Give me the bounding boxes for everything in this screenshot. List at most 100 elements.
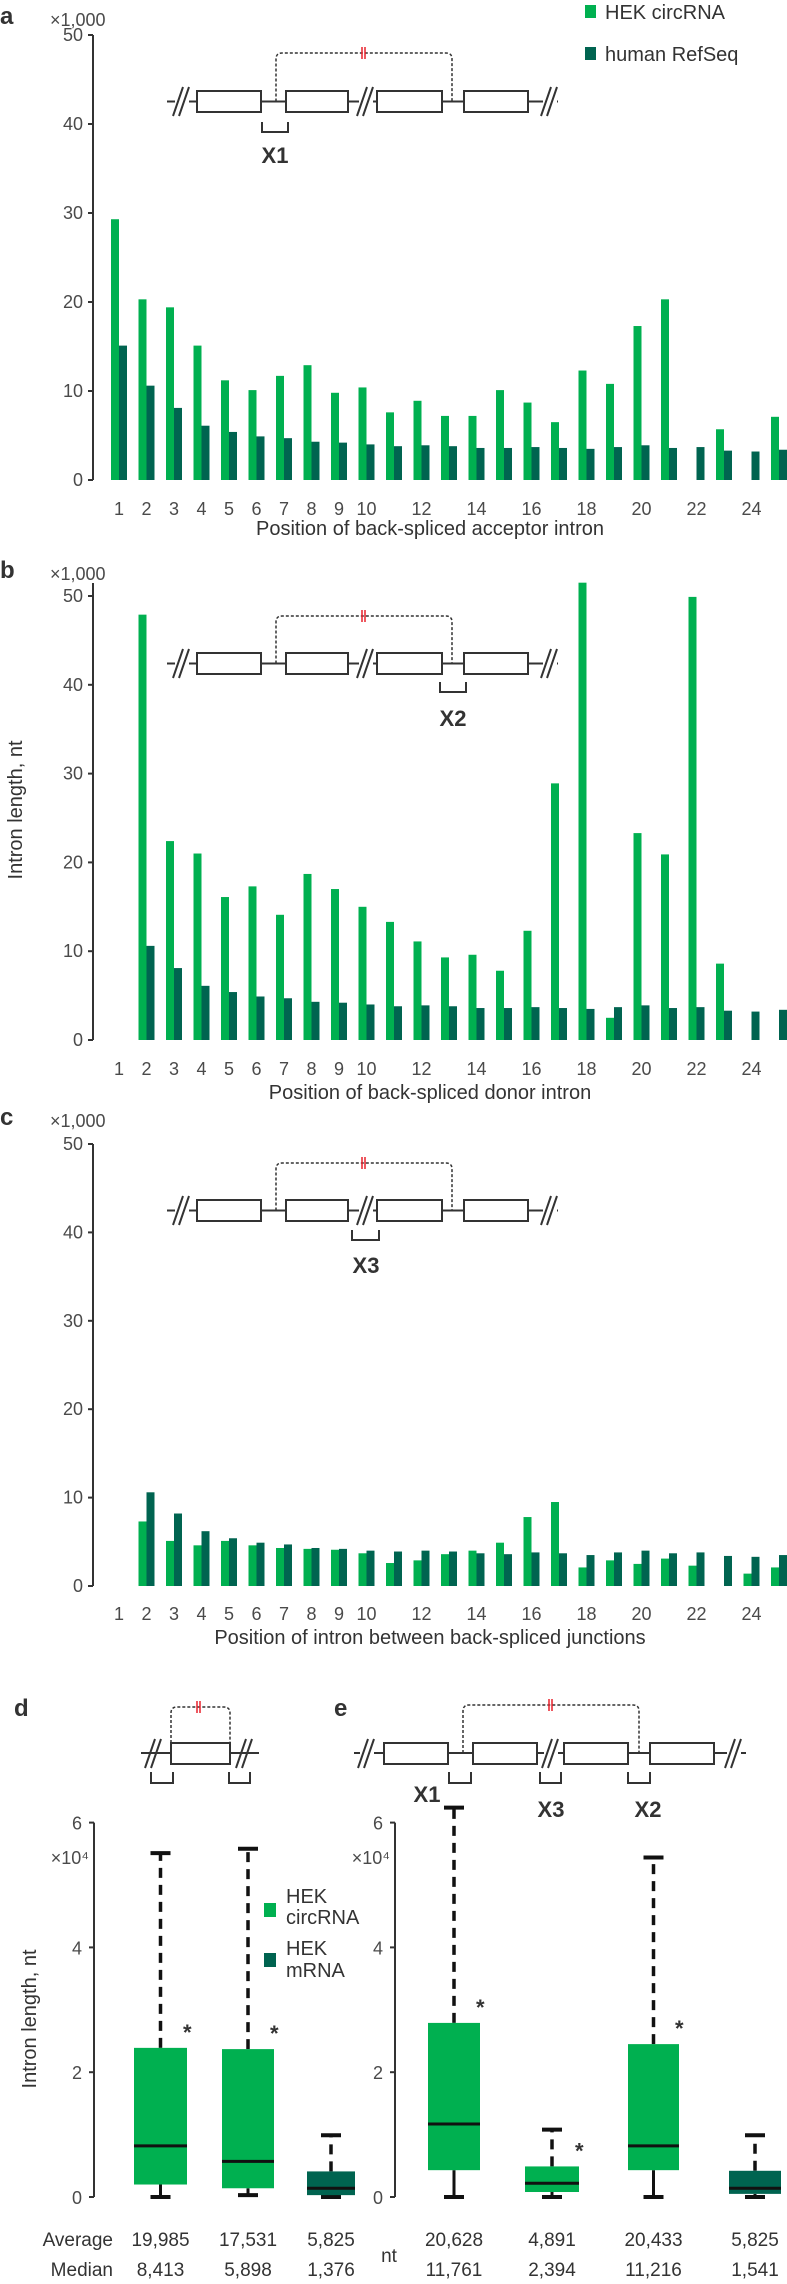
bar-human-refseq [531, 447, 540, 480]
bar-hek-circrna [221, 897, 229, 1040]
bar-human-refseq [284, 1544, 292, 1586]
bar-hek-circrna [578, 1567, 587, 1586]
bar-hek-circrna [523, 930, 532, 1040]
x-tick-label: 6 [251, 1059, 261, 1079]
y-tick-label: 30 [63, 203, 83, 223]
row-label-median: Median [51, 2260, 113, 2281]
bar-human-refseq [696, 1007, 705, 1040]
x-tick-label: 9 [334, 499, 344, 519]
x-tick-label: 8 [306, 499, 316, 519]
y-tick-label: 0 [72, 2188, 82, 2208]
bar-human-refseq [476, 447, 485, 480]
bar-hek-circrna [358, 1553, 367, 1586]
y-tick-label: 2 [373, 2063, 383, 2083]
bar-hek-circrna [166, 841, 174, 1040]
bar-hek-circrna [303, 1548, 312, 1586]
bar-human-refseq [586, 448, 595, 480]
exon-box [376, 1199, 443, 1222]
break-slash-icon [362, 86, 374, 117]
average-value: 19,985 [131, 2230, 189, 2251]
x-tick-label: 1 [114, 1604, 124, 1624]
average-value: 20,628 [425, 2230, 483, 2251]
bar-human-refseq [256, 1542, 265, 1586]
bar-hek-circrna [221, 1540, 229, 1586]
bar-human-refseq [614, 447, 622, 480]
bar-hek-circrna [441, 1554, 449, 1586]
break-slash-icon [363, 1738, 375, 1769]
x-tick-label: 20 [631, 1059, 651, 1079]
bar-human-refseq [311, 1001, 320, 1040]
average-value: 5,825 [731, 2230, 779, 2251]
bar-hek-circrna [276, 914, 284, 1040]
median-value: 11,216 [625, 2260, 682, 2281]
y-tick-label: 20 [63, 1399, 83, 1419]
intron-bracket [150, 1772, 174, 1784]
legend-swatch-circrna [264, 1903, 276, 1917]
y-tick-label: 6 [373, 1814, 383, 1834]
bar-human-refseq [476, 1008, 485, 1040]
break-slash-icon [150, 1738, 162, 1769]
backsplice-arc [462, 1704, 640, 1753]
x-tick-label: 20 [631, 1604, 651, 1624]
bar-hek-circrna [771, 1567, 779, 1586]
panel-letter: a [0, 3, 14, 30]
bar-human-refseq [559, 1008, 567, 1040]
x-tick-label: 20 [631, 499, 651, 519]
bar-human-refseq [146, 1492, 155, 1586]
x-tick-label: 7 [279, 499, 289, 519]
diagram-label: X3 [538, 1797, 565, 1822]
break-slash-icon [541, 1738, 553, 1769]
break-slash-icon [241, 1738, 253, 1769]
bar-hek-circrna [386, 412, 394, 480]
bar-hek-circrna [276, 1547, 284, 1586]
legend-label: circRNA [286, 1907, 360, 1929]
y-tick-label: 2 [72, 2063, 82, 2083]
average-value: 20,433 [624, 2230, 682, 2251]
bar-human-refseq [366, 444, 375, 480]
bar-human-refseq [256, 436, 265, 480]
diagram-label: X3 [353, 1253, 380, 1278]
median-value: 2,394 [528, 2260, 576, 2281]
x-tick-label: 1 [114, 499, 124, 519]
bar-hek-circrna [496, 390, 504, 480]
bar-hek-circrna [551, 1502, 559, 1586]
break-slash-icon [362, 1195, 374, 1226]
bar-hek-circrna [413, 941, 422, 1040]
bar-hek-circrna [468, 415, 477, 480]
y-axis-title: Intron length, nt [5, 740, 27, 879]
bar-human-refseq [504, 1554, 512, 1586]
x-tick-label: 3 [169, 1059, 179, 1079]
legend-swatch-refseq [585, 47, 596, 60]
bar-hek-circrna [523, 402, 532, 480]
bar-human-refseq [311, 1547, 320, 1586]
bar-human-refseq [696, 447, 705, 480]
median-value: 8,413 [137, 2260, 185, 2281]
legend-label: human RefSeq [605, 44, 738, 66]
break-slash-icon [540, 648, 552, 679]
break-slash-icon [724, 1738, 736, 1769]
bar-human-refseq [449, 446, 457, 480]
legend-label: HEK [286, 1938, 328, 1960]
intron-bracket [351, 1230, 380, 1241]
exon-box [383, 1742, 449, 1765]
x-tick-label: 16 [521, 1604, 541, 1624]
backsplice-arc [275, 1162, 453, 1211]
bar-hek-circrna [661, 299, 669, 480]
box [729, 2170, 781, 2194]
intron-bracket [627, 1772, 651, 1784]
bar-hek-circrna [688, 1565, 697, 1586]
unit-label: nt [381, 2246, 398, 2267]
backsplice-arc [275, 615, 453, 664]
bar-human-refseq [256, 996, 265, 1040]
exon-box [196, 90, 262, 113]
x-tick-label: 14 [466, 1059, 486, 1079]
bar-human-refseq [476, 1553, 485, 1586]
x-tick-label: 2 [141, 1059, 151, 1079]
bar-hek-circrna [633, 833, 642, 1040]
x-axis-title: Position of back-spliced acceptor intron [256, 518, 604, 540]
bar-human-refseq [586, 1008, 595, 1040]
bar-hek-circrna [248, 390, 257, 480]
legend-swatch-circrna [585, 5, 596, 18]
x-tick-label: 3 [169, 1604, 179, 1624]
bar-human-refseq [201, 1531, 210, 1586]
